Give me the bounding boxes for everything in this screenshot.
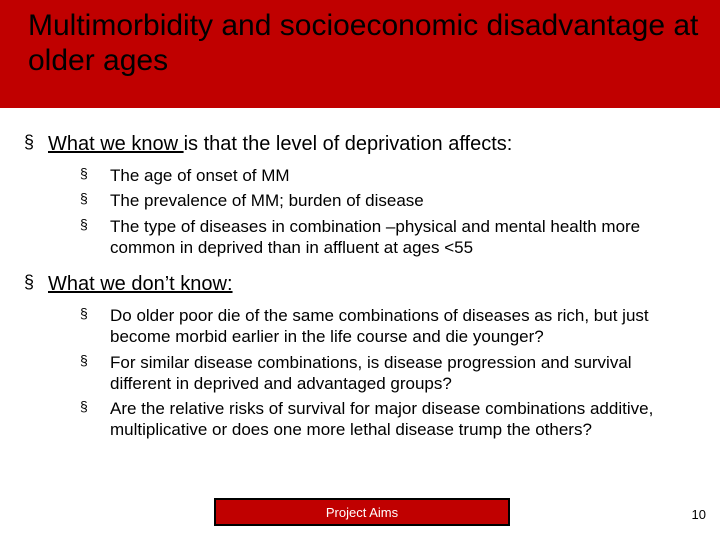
- sub-text: For similar disease combinations, is dis…: [110, 352, 696, 395]
- bullet-glyph: §: [80, 190, 110, 211]
- sub-text: Do older poor die of the same combinatio…: [110, 305, 696, 348]
- slide-title: Multimorbidity and socioeconomic disadva…: [28, 8, 720, 79]
- sub-text: The age of onset of MM: [110, 165, 290, 186]
- footer-bar: Project Aims: [214, 498, 510, 526]
- bullet-lvl2: § The age of onset of MM: [80, 165, 696, 186]
- bullet-glyph: §: [80, 398, 110, 441]
- bullet-glyph: §: [24, 132, 48, 157]
- slide-body: § What we know is that the level of depr…: [24, 132, 696, 455]
- bullet-glyph: §: [24, 272, 48, 297]
- sub-text: Are the relative risks of survival for m…: [110, 398, 696, 441]
- slide: Multimorbidity and socioeconomic disadva…: [0, 0, 720, 540]
- sub-text: The type of diseases in combination –phy…: [110, 216, 696, 259]
- bullet-tail: is that the level of deprivation affects…: [184, 133, 513, 155]
- bullet-lvl2: § The prevalence of MM; burden of diseas…: [80, 190, 696, 211]
- sub-text: The prevalence of MM; burden of disease: [110, 190, 424, 211]
- page-number: 10: [692, 507, 706, 522]
- bullet-text: What we don’t know:: [48, 272, 233, 297]
- bullet-lvl1: § What we don’t know:: [24, 272, 696, 297]
- bullet-glyph: §: [80, 352, 110, 395]
- bullet-lvl1: § What we know is that the level of depr…: [24, 132, 696, 157]
- bullet-glyph: §: [80, 216, 110, 259]
- bullet-text: What we know is that the level of depriv…: [48, 132, 512, 157]
- sublist: § Do older poor die of the same combinat…: [80, 305, 696, 441]
- bullet-lvl2: § For similar disease combinations, is d…: [80, 352, 696, 395]
- bullet-lvl2: § Are the relative risks of survival for…: [80, 398, 696, 441]
- bullet-lvl2: § The type of diseases in combination –p…: [80, 216, 696, 259]
- footer-label: Project Aims: [326, 505, 398, 520]
- sublist: § The age of onset of MM § The prevalenc…: [80, 165, 696, 258]
- bullet-lead: What we know: [48, 133, 184, 155]
- bullet-glyph: §: [80, 305, 110, 348]
- bullet-glyph: §: [80, 165, 110, 186]
- bullet-lead: What we don’t know:: [48, 273, 233, 295]
- bullet-lvl2: § Do older poor die of the same combinat…: [80, 305, 696, 348]
